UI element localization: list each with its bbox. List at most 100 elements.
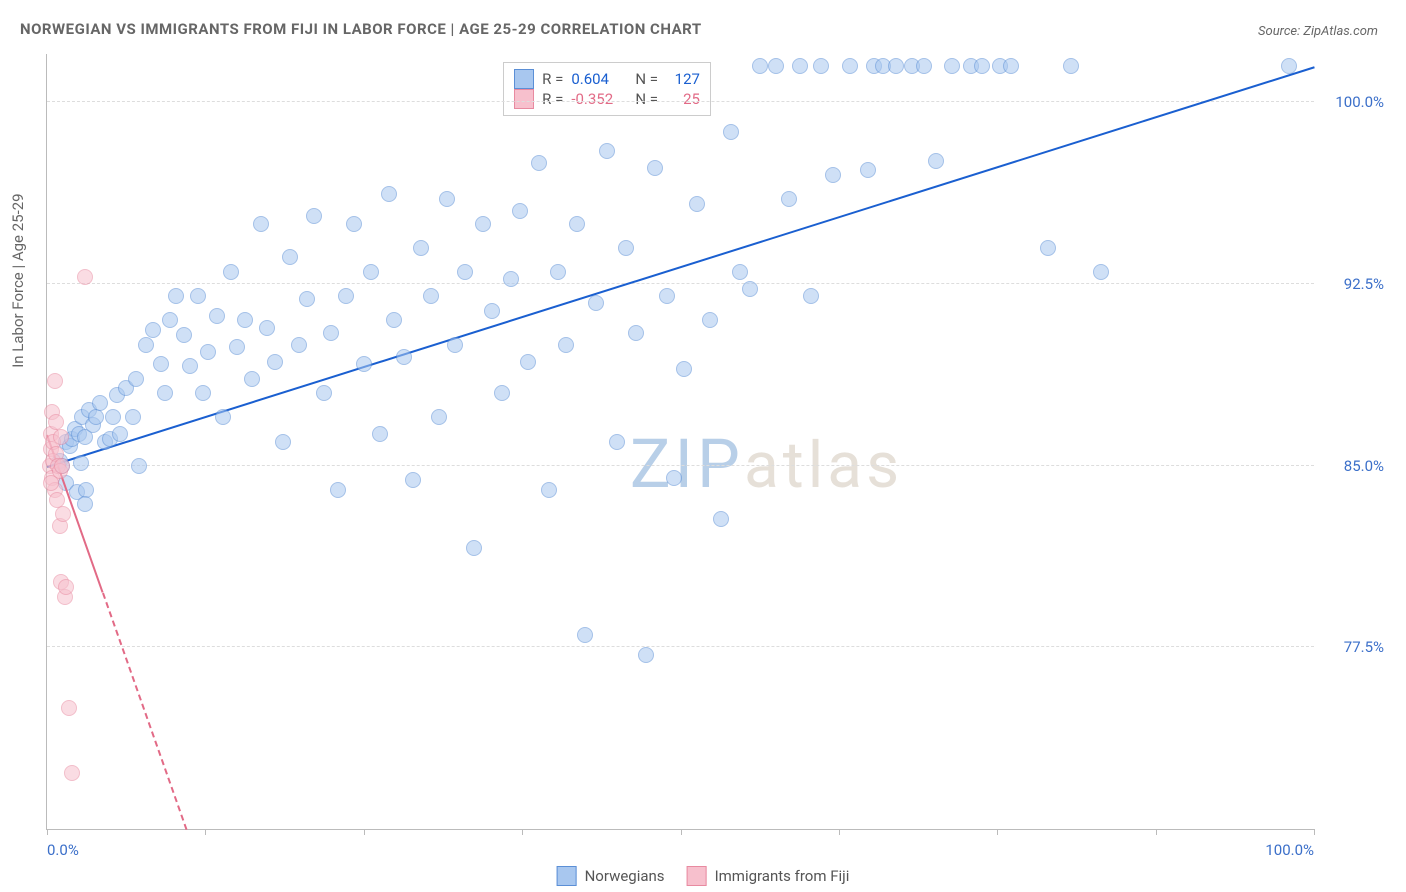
data-point (282, 249, 298, 265)
data-point (73, 455, 89, 471)
data-point (541, 482, 557, 498)
x-tick-label: 100.0% (1265, 841, 1314, 859)
legend-item: Immigrants from Fiji (687, 866, 850, 886)
data-point (792, 58, 808, 74)
data-point (457, 264, 473, 280)
data-point (732, 264, 748, 280)
n-label: N = (635, 70, 658, 88)
data-point (588, 295, 604, 311)
data-point (64, 765, 80, 781)
n-label: N = (635, 90, 658, 108)
r-label: R = (542, 70, 563, 88)
y-tick-label: 77.5% (1324, 638, 1384, 656)
data-point (647, 160, 663, 176)
data-point (299, 291, 315, 307)
data-point (842, 58, 858, 74)
data-point (944, 58, 960, 74)
data-point (916, 58, 932, 74)
data-point (781, 191, 797, 207)
legend-swatch (514, 89, 534, 109)
gridline (47, 101, 1314, 102)
data-point (1281, 58, 1297, 74)
source-attribution: Source: ZipAtlas.com (1258, 24, 1378, 39)
data-point (346, 216, 362, 232)
data-point (550, 264, 566, 280)
data-point (259, 320, 275, 336)
data-point (531, 155, 547, 171)
data-point (372, 426, 388, 442)
data-point (92, 395, 108, 411)
gridline (47, 283, 1314, 284)
data-point (363, 264, 379, 280)
data-point (599, 143, 615, 159)
data-point (423, 288, 439, 304)
n-value: 25 (666, 90, 700, 108)
data-point (78, 482, 94, 498)
x-tick (681, 829, 682, 835)
data-point (190, 288, 206, 304)
data-point (275, 434, 291, 450)
x-tick (522, 829, 523, 835)
data-point (974, 58, 990, 74)
data-point (713, 511, 729, 527)
data-point (752, 58, 768, 74)
gridline (47, 465, 1314, 466)
x-tick (205, 829, 206, 835)
data-point (503, 271, 519, 287)
data-point (484, 303, 500, 319)
data-point (512, 203, 528, 219)
legend-swatch (687, 866, 707, 886)
data-point (54, 458, 70, 474)
data-point (58, 579, 74, 595)
data-point (47, 373, 63, 389)
data-point (569, 216, 585, 232)
data-point (209, 308, 225, 324)
legend-item: Norwegians (557, 866, 665, 886)
data-point (237, 312, 253, 328)
data-point (888, 58, 904, 74)
data-point (475, 216, 491, 232)
chart-title: NORWEGIAN VS IMMIGRANTS FROM FIJI IN LAB… (20, 20, 702, 38)
data-point (55, 506, 71, 522)
gridline (47, 646, 1314, 647)
data-point (356, 356, 372, 372)
r-value: 0.604 (571, 70, 627, 88)
data-point (439, 191, 455, 207)
data-point (689, 196, 705, 212)
data-point (131, 458, 147, 474)
x-tick (1314, 829, 1315, 835)
r-value: -0.352 (571, 90, 627, 108)
data-point (431, 409, 447, 425)
legend-row: R = 0.604 N = 127 (514, 69, 700, 89)
data-point (742, 281, 758, 297)
r-label: R = (542, 90, 563, 108)
data-point (405, 472, 421, 488)
data-point (306, 208, 322, 224)
data-point (253, 216, 269, 232)
data-point (928, 153, 944, 169)
watermark: ZIPatlas (630, 424, 903, 504)
data-point (267, 354, 283, 370)
n-value: 127 (666, 70, 700, 88)
data-point (88, 409, 104, 425)
data-point (447, 337, 463, 353)
x-tick (839, 829, 840, 835)
data-point (558, 337, 574, 353)
data-point (813, 58, 829, 74)
data-point (381, 186, 397, 202)
legend-swatch (514, 69, 534, 89)
data-point (1040, 240, 1056, 256)
data-point (466, 540, 482, 556)
y-tick-label: 92.5% (1324, 275, 1384, 293)
data-point (1093, 264, 1109, 280)
data-point (520, 354, 536, 370)
data-point (702, 312, 718, 328)
data-point (413, 240, 429, 256)
legend-row: R = -0.352 N = 25 (514, 89, 700, 109)
data-point (77, 496, 93, 512)
legend-label: Immigrants from Fiji (715, 867, 850, 885)
data-point (195, 385, 211, 401)
data-point (659, 288, 675, 304)
data-point (618, 240, 634, 256)
y-axis-label: In Labor Force | Age 25-29 (9, 193, 27, 367)
